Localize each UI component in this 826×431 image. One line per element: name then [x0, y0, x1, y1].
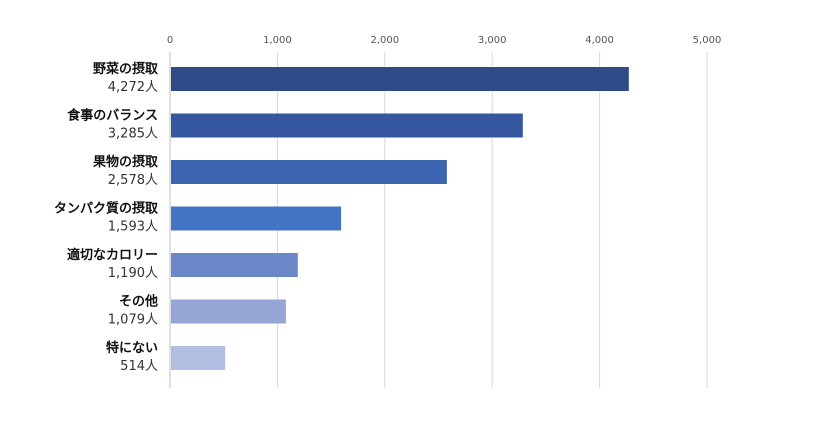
category-label: タンパク質の摂取 — [54, 201, 159, 217]
bar — [171, 206, 342, 231]
x-tick-label: 5,000 — [693, 35, 722, 46]
bar — [171, 113, 523, 138]
value-label: 514人 — [120, 359, 158, 374]
category-label: 特にない — [106, 340, 158, 356]
category-label: その他 — [119, 294, 158, 310]
bar — [171, 67, 629, 91]
value-label: 2,578人 — [108, 173, 158, 188]
value-label: 4,272人 — [108, 80, 158, 95]
x-tick-label: 4,000 — [585, 35, 614, 46]
category-label: 適切なカロリー — [67, 247, 158, 263]
x-tick-label: 0 — [167, 35, 173, 46]
grid-layer — [276, 52, 708, 388]
category-label: 果物の摂取 — [92, 154, 159, 170]
x-tick-label: 3,000 — [478, 35, 507, 46]
category-label: 食事のバランス — [67, 108, 158, 124]
bar — [171, 253, 298, 277]
bar — [171, 299, 286, 324]
x-tick-label: 1,000 — [263, 35, 292, 46]
x-tick-labels: 0 1,000 2,000 3,000 4,000 5,000 — [167, 35, 722, 46]
value-label: 1,190人 — [108, 266, 158, 281]
value-label: 1,593人 — [108, 220, 158, 235]
bars — [171, 67, 629, 370]
value-label: 3,285人 — [108, 127, 158, 142]
category-label: 野菜の摂取 — [93, 61, 159, 77]
value-label: 1,079人 — [108, 313, 158, 328]
x-tick-label: 2,000 — [370, 35, 399, 46]
bar — [171, 160, 447, 184]
bar — [171, 346, 226, 370]
